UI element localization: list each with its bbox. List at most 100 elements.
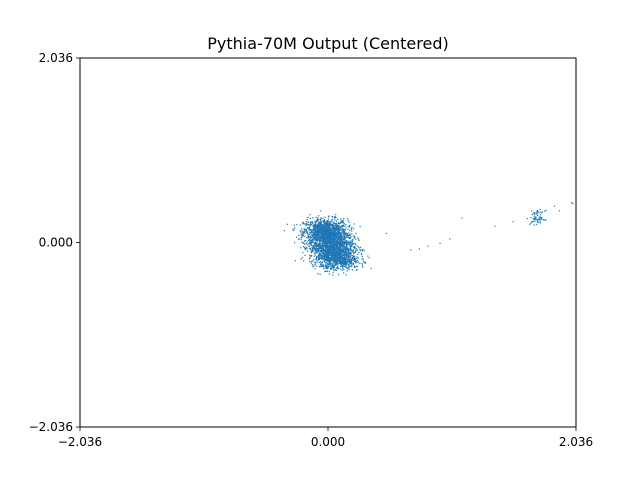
scatter-point <box>333 228 336 230</box>
scatter-point <box>318 234 320 237</box>
scatter-point <box>348 243 350 245</box>
scatter-point <box>324 231 326 233</box>
scatter-point <box>333 259 335 261</box>
scatter-point <box>329 230 331 232</box>
scatter-point <box>332 271 334 273</box>
scatter-point <box>342 253 344 256</box>
scatter-point <box>330 234 332 236</box>
scatter-point <box>353 255 355 257</box>
scatter-point <box>535 216 537 219</box>
scatter-point <box>331 218 333 220</box>
scatter-point <box>324 229 326 231</box>
scatter-point <box>332 234 335 237</box>
scatter-point <box>332 266 334 268</box>
scatter-point <box>309 261 311 263</box>
scatter-point <box>350 259 352 261</box>
scatter-point <box>317 230 320 232</box>
scatter-point <box>327 220 329 223</box>
scatter-point <box>310 252 313 254</box>
scatter-point <box>337 257 339 259</box>
scatter-point <box>286 223 288 225</box>
scatter-point <box>338 273 340 276</box>
scatter-point <box>355 261 357 263</box>
scatter-point <box>336 244 338 246</box>
scatter-point <box>306 237 308 239</box>
scatter-point <box>342 250 344 252</box>
scatter-point <box>539 218 541 220</box>
scatter-point <box>537 210 539 212</box>
scatter-point <box>335 225 337 227</box>
scatter-point <box>324 264 327 266</box>
scatter-point <box>315 242 317 244</box>
scatter-point <box>333 260 335 262</box>
scatter-point <box>332 227 334 230</box>
scatter-point <box>345 266 347 268</box>
scatter-point <box>332 249 334 251</box>
scatter-point <box>532 212 534 214</box>
scatter-point <box>325 258 327 260</box>
scatter-point <box>535 223 538 226</box>
scatter-point <box>331 251 333 253</box>
scatter-point <box>320 253 322 255</box>
scatter-point <box>331 232 333 234</box>
scatter-point <box>311 235 313 237</box>
scatter-point <box>331 226 333 228</box>
scatter-point <box>313 259 315 261</box>
scatter-point <box>345 250 347 252</box>
scatter-point <box>353 223 355 225</box>
scatter-point <box>325 237 327 240</box>
scatter-point <box>344 242 346 244</box>
scatter-point <box>299 224 302 226</box>
scatter-point <box>355 250 357 252</box>
scatter-point <box>326 260 328 262</box>
scatter-point <box>346 245 348 247</box>
scatter-point <box>339 268 341 270</box>
scatter-point <box>315 258 317 260</box>
scatter-point <box>321 224 323 226</box>
scatter-point <box>302 230 304 232</box>
scatter-point <box>319 257 322 259</box>
scatter-point <box>345 259 347 261</box>
scatter-point <box>334 234 337 237</box>
scatter-point <box>322 242 324 244</box>
scatter-point <box>339 242 342 244</box>
scatter-point <box>342 251 344 253</box>
scatter-point <box>306 231 308 233</box>
scatter-point <box>339 236 342 238</box>
scatter-point <box>342 229 344 231</box>
scatter-point <box>305 228 308 230</box>
scatter-point <box>332 237 334 239</box>
scatter-point <box>327 232 329 234</box>
scatter-point <box>329 232 332 234</box>
scatter-point <box>298 238 301 240</box>
scatter-point <box>311 242 313 244</box>
scatter-point <box>315 226 317 228</box>
scatter-point <box>347 251 349 253</box>
scatter-point <box>334 259 337 261</box>
scatter-point <box>302 221 304 223</box>
scatter-point <box>321 246 323 248</box>
scatter-point <box>302 223 305 225</box>
scatter-point <box>338 262 340 264</box>
scatter-point <box>333 254 335 256</box>
scatter-point <box>536 209 539 212</box>
scatter-point <box>340 250 342 252</box>
scatter-point <box>534 217 536 219</box>
scatter-point <box>314 250 317 252</box>
scatter-point <box>318 224 320 226</box>
scatter-point <box>353 265 356 267</box>
scatter-point <box>307 236 309 238</box>
scatter-point <box>314 264 316 266</box>
scatter-point <box>345 263 347 265</box>
scatter-point <box>332 222 334 224</box>
scatter-point <box>328 237 330 239</box>
scatter-point <box>318 258 320 261</box>
scatter-point <box>331 235 333 237</box>
scatter-point <box>331 258 333 260</box>
scatter-point <box>305 224 307 226</box>
scatter-point <box>333 257 335 260</box>
scatter-point <box>340 263 342 265</box>
scatter-point <box>311 234 313 236</box>
scatter-point <box>317 249 319 251</box>
